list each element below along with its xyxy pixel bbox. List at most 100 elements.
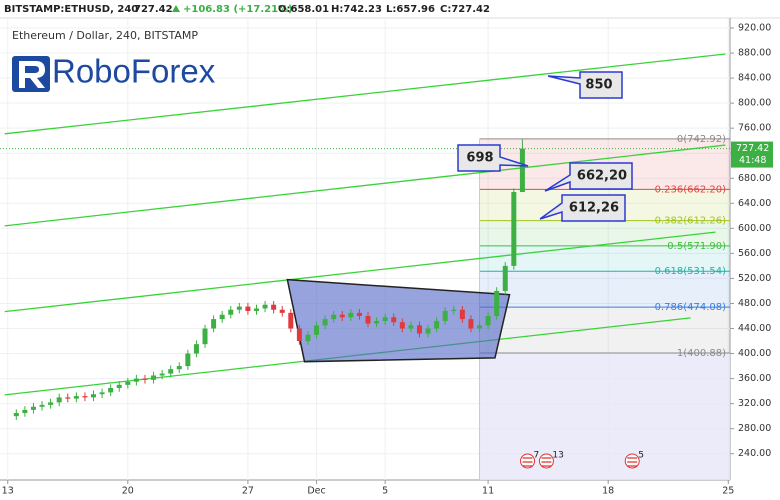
y-tick-label: 360.00 xyxy=(738,373,771,384)
y-tick-label: 320.00 xyxy=(738,398,771,409)
x-tick-label: 25 xyxy=(722,486,734,497)
candle-body xyxy=(485,315,491,326)
x-tick-label: 18 xyxy=(602,486,614,497)
last-price-box xyxy=(731,141,773,168)
y-tick-label: 600.00 xyxy=(738,223,771,234)
candle-body xyxy=(468,319,474,329)
y-tick-label: 440.00 xyxy=(738,323,771,334)
event-flag xyxy=(541,457,552,467)
candle-body xyxy=(399,322,405,329)
callout-text: 698 xyxy=(466,151,493,166)
candle-body xyxy=(108,387,114,393)
logo-mark xyxy=(19,61,45,88)
fib-label: 0.5(571.90) xyxy=(667,241,726,252)
trend-line xyxy=(4,231,716,313)
x-tick-label: Dec xyxy=(307,486,325,497)
callout-box xyxy=(457,144,529,172)
last-price-label: 727.42 xyxy=(736,143,769,154)
trend-line xyxy=(4,144,726,227)
high: H:742.23 xyxy=(331,4,382,15)
candle-body xyxy=(279,309,285,313)
candle-body xyxy=(185,353,191,367)
chart-title: Ethereum / Dollar, 240, BITSTAMP xyxy=(12,29,198,42)
candle-body xyxy=(253,308,259,311)
x-tick-label: 5 xyxy=(382,486,388,497)
candle-body xyxy=(331,314,337,320)
candle-body xyxy=(219,314,225,320)
fib-label: 0.236(662.20) xyxy=(655,184,727,195)
up-arrow xyxy=(172,5,180,12)
x-tick-label: 11 xyxy=(482,486,494,497)
candle-body xyxy=(494,290,500,316)
logo: RoboForex xyxy=(12,53,216,92)
candle-body xyxy=(408,325,414,329)
candle-body xyxy=(314,325,320,335)
y-tick-label: 800.00 xyxy=(738,98,771,109)
y-tick-label: 840.00 xyxy=(738,73,771,84)
close: C:727.42 xyxy=(440,4,490,15)
y-tick-label: 240.00 xyxy=(738,448,771,459)
candle-body xyxy=(151,375,157,380)
candle-body xyxy=(82,396,88,398)
fib-band xyxy=(479,307,730,353)
candle-body xyxy=(425,328,431,334)
candle-body xyxy=(451,309,457,311)
candle-body xyxy=(322,319,328,326)
callout-box xyxy=(539,194,626,222)
candle-body xyxy=(305,334,311,342)
candle-body xyxy=(511,192,517,266)
y-tick-label: 520.00 xyxy=(738,273,771,284)
candle-body xyxy=(211,319,217,329)
candle-body xyxy=(434,320,440,329)
candle-body xyxy=(91,394,97,398)
candle-body xyxy=(125,381,131,385)
event-count: 13 xyxy=(552,451,563,461)
candle-body xyxy=(374,320,380,324)
candle-body xyxy=(22,409,28,414)
fib-band xyxy=(479,271,730,308)
countdown-label: 41:48 xyxy=(739,155,766,166)
x-tick-label: 27 xyxy=(242,486,254,497)
candle-body xyxy=(39,404,45,407)
candle-body xyxy=(459,309,465,320)
candle-body xyxy=(159,373,165,376)
fib-label: 0.382(612.26) xyxy=(655,216,727,227)
candle-body xyxy=(477,325,483,329)
callout-box xyxy=(547,71,623,99)
callout-text: 850 xyxy=(585,78,612,93)
candle-body xyxy=(236,306,242,310)
y-tick-label: 640.00 xyxy=(738,198,771,209)
candle-body xyxy=(271,304,277,310)
price: 727.42 xyxy=(134,4,173,15)
logo-text: RoboForex xyxy=(52,53,216,90)
candle-body xyxy=(202,328,208,345)
candle-body xyxy=(502,265,508,291)
candle-body xyxy=(30,406,36,410)
fib-label: 0.786(474.08) xyxy=(655,302,727,313)
x-tick-label: 13 xyxy=(2,486,14,497)
trend-line xyxy=(4,53,726,135)
y-tick-label: 880.00 xyxy=(738,48,771,59)
callout-text: 662,20 xyxy=(577,169,627,184)
candle-body xyxy=(356,312,362,316)
fib-band xyxy=(479,245,730,272)
candle-body xyxy=(288,312,294,329)
y-tick-label: 280.00 xyxy=(738,423,771,434)
candle-body xyxy=(391,317,397,323)
candle-body xyxy=(193,344,199,354)
candle-body xyxy=(56,397,62,403)
candle-body xyxy=(168,369,174,374)
candle-body xyxy=(296,328,302,342)
symbol: BITSTAMP:ETHUSD, 240 xyxy=(4,4,138,15)
header: BITSTAMP:ETHUSD, 240 727.42 +106.83 (+17… xyxy=(4,4,490,15)
y-tick-label: 480.00 xyxy=(738,298,771,309)
candle-body xyxy=(348,312,354,318)
candle-body xyxy=(133,378,139,382)
candle-body xyxy=(99,392,105,395)
y-tick-label: 760.00 xyxy=(738,123,771,134)
event-flag xyxy=(522,457,533,467)
candle-body xyxy=(13,413,19,417)
fib-band xyxy=(479,220,730,246)
y-tick-label: 920.00 xyxy=(738,23,771,34)
